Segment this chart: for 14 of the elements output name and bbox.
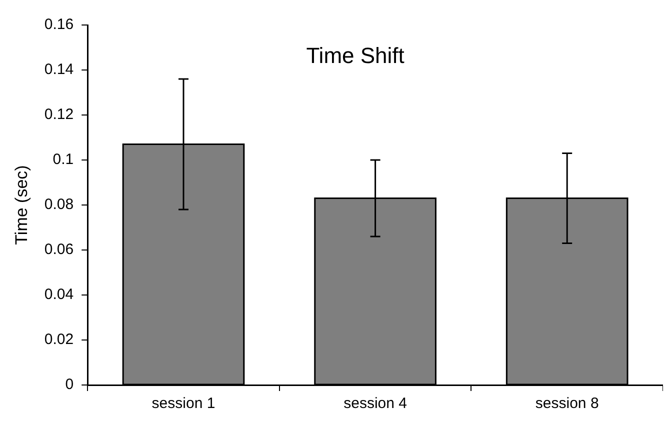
- y-tick-label: 0.02: [44, 331, 74, 348]
- y-tick-label: 0.08: [44, 196, 74, 214]
- y-tick-label: 0.16: [44, 16, 74, 34]
- y-tick-label: 0.14: [44, 61, 74, 78]
- y-tick-label: 0.12: [44, 106, 74, 124]
- text: Time Shift: [306, 43, 404, 68]
- x-tick-label: session 8: [535, 395, 599, 412]
- y-tick-label: 0.06: [44, 241, 74, 258]
- x-tick-label: session 1: [152, 395, 216, 412]
- y-tick-label: 0.04: [44, 286, 74, 304]
- y-tick-label: 0: [65, 376, 74, 394]
- y-tick-label: 0.1: [52, 151, 74, 168]
- x-tick-label: session 4: [344, 395, 407, 412]
- y-axis-title: Time (sec): [12, 165, 31, 245]
